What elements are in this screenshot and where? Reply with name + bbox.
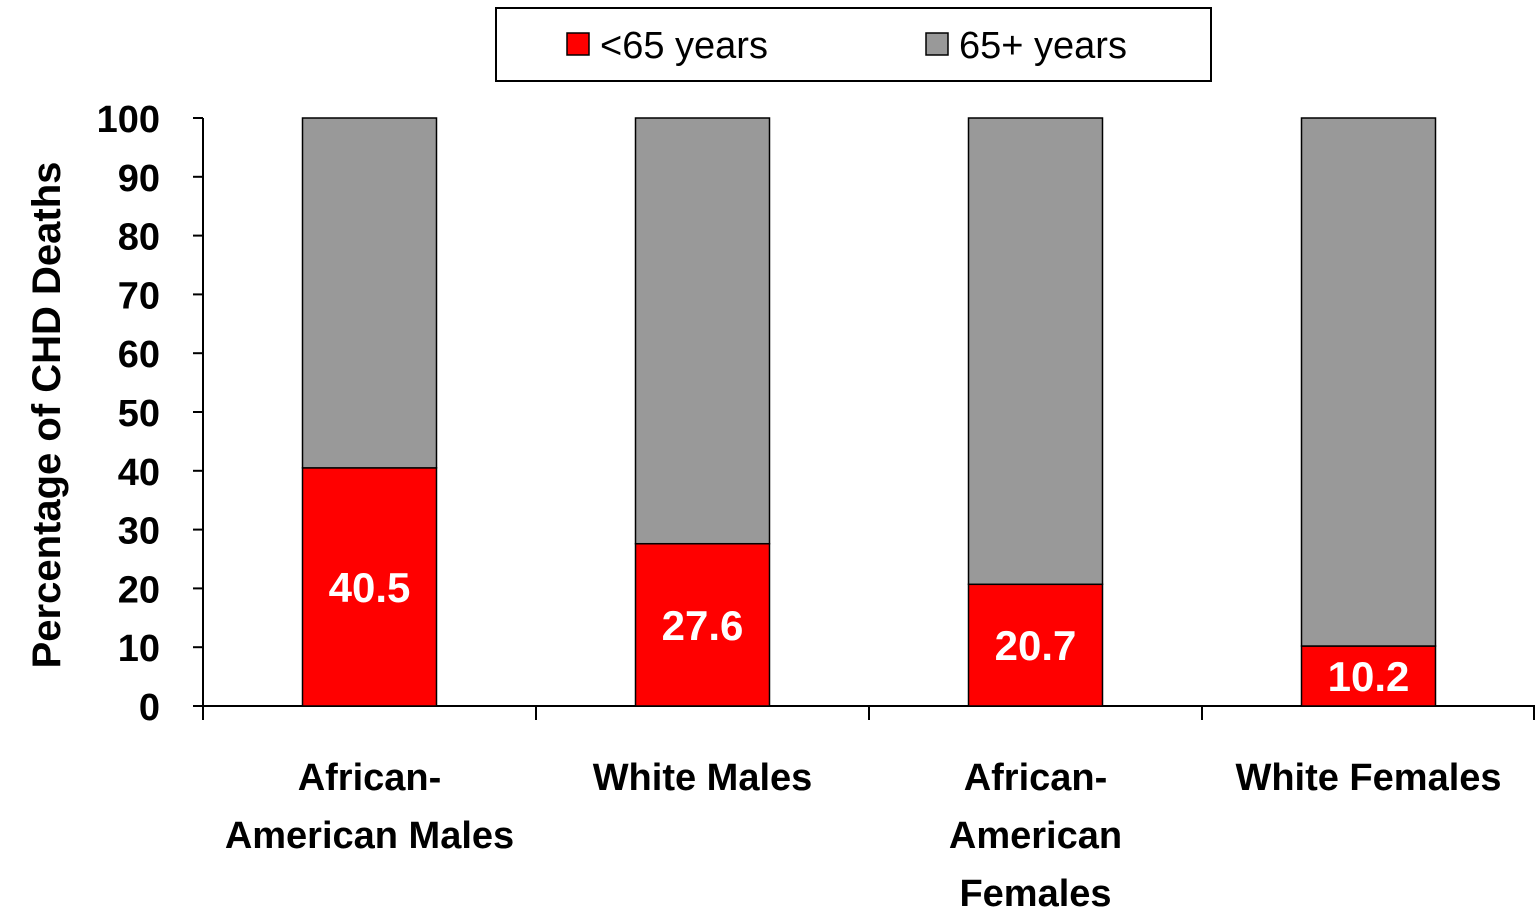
data-labels: 40.5 27.6 20.7 10.2 (329, 564, 1410, 700)
bar-segment-65-plus (303, 118, 437, 468)
bar-segment-65-plus (969, 118, 1103, 584)
data-label: 27.6 (662, 602, 744, 649)
y-tick-label: 40 (118, 452, 160, 494)
data-label: 10.2 (1328, 653, 1410, 700)
bar-segment-65-plus (636, 118, 770, 544)
x-tick-label-line: Females (959, 873, 1111, 911)
legend-swatch-65-plus (926, 33, 948, 55)
x-tick-label-line: White Males (593, 757, 813, 799)
legend: <65 years 65+ years (496, 8, 1211, 81)
x-tick-label: African- American Females (949, 757, 1122, 911)
y-tick-label: 100 (97, 99, 160, 141)
legend-swatch-under-65 (567, 33, 589, 55)
bar-segment-65-plus (1302, 118, 1436, 646)
data-label: 40.5 (329, 564, 411, 611)
y-tick-label: 10 (118, 628, 160, 670)
x-tick-label: White Females (1235, 757, 1501, 799)
x-tick-label: African- American Males (225, 757, 514, 857)
y-tick-label: 20 (118, 569, 160, 611)
y-tick-label: 90 (118, 158, 160, 200)
x-tick-labels: African- American Males White Males African… (225, 757, 1502, 911)
x-tick-label-line: African- (964, 757, 1108, 799)
x-tick-label-line: White Females (1235, 757, 1501, 799)
legend-label-65-plus: 65+ years (959, 25, 1127, 67)
x-tick-label-line: American Males (225, 815, 514, 857)
legend-label-under-65: <65 years (600, 25, 768, 67)
bars (303, 118, 1436, 706)
y-tick-label: 0 (139, 687, 160, 729)
x-tick-label-line: African- (298, 757, 442, 799)
x-tick-label-line: American (949, 815, 1122, 857)
x-tick-label: White Males (593, 757, 813, 799)
y-tick-label: 50 (118, 393, 160, 435)
y-tick-label: 60 (118, 334, 160, 376)
y-tick-label: 80 (118, 217, 160, 259)
y-tick-labels: 0 10 20 30 40 50 60 70 80 90 100 (97, 99, 160, 729)
y-tick-label: 70 (118, 275, 160, 317)
data-label: 20.7 (995, 622, 1077, 669)
y-tick-label: 30 (118, 511, 160, 553)
y-axis-title: Percentage of CHD Deaths (25, 162, 69, 669)
